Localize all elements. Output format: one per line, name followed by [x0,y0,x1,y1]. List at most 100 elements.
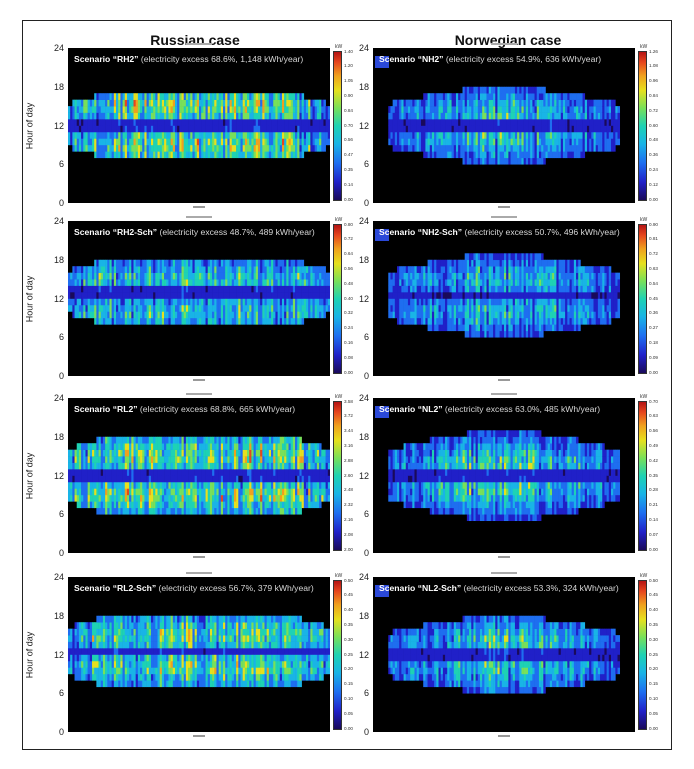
heatmap-cell [314,285,318,293]
heatmap-cell [251,279,254,286]
heatmap-cell [414,112,417,120]
heatmap-cell [137,494,141,502]
heatmap-cell [107,285,110,293]
heatmap-cell [442,259,446,267]
heatmap-cell [497,304,500,312]
heatmap-cell [179,151,182,159]
heatmap-cell [586,112,590,120]
heatmap-cell [196,298,200,306]
heatmap-cell [490,125,494,133]
heatmap-cell [207,279,211,286]
heatmap-cell [83,272,86,280]
heatmap-cell [606,285,610,293]
heatmap-cell [591,119,594,126]
heatmap-cell [436,125,439,133]
heatmap-cell [98,285,102,293]
heatmap-cell [229,266,233,273]
heatmap-cell [227,131,230,139]
heatmap-cell [488,317,492,325]
heatmap-cell [488,311,492,319]
heatmap-cell [310,285,313,293]
heatmap-cell [584,304,588,312]
heatmap-cell [438,298,441,306]
heatmap-cell [137,501,141,509]
heatmap-cell [453,106,457,113]
heatmap-cell [74,481,78,489]
heatmap-cell [410,285,413,293]
heatmap-cell [517,272,520,280]
heatmap-cell [72,266,75,273]
heatmap-cell [266,138,270,146]
heatmap-cell [100,259,104,267]
heatmap-cell [262,112,265,120]
heatmap-cell [440,272,444,280]
heatmap-cell [316,298,320,306]
heatmap-cell [440,311,444,319]
heatmap-cell [501,253,505,261]
heatmap-cell [586,317,590,325]
heatmap-cell [126,507,130,515]
heatmap-cell [120,99,123,107]
heatmap-cell [74,279,78,286]
heatmap-cell [227,125,230,133]
heatmap-cell [74,266,78,273]
heatmap-cell [288,298,291,306]
heatmap-cell [155,317,158,325]
heatmap-cell [506,112,509,120]
heatmap-cell [279,317,283,325]
heatmap-cell [462,292,465,299]
heatmap-cell [321,266,324,273]
heatmap-cell [303,99,307,107]
heatmap-cell [455,317,459,325]
heatmap-cell [85,285,88,293]
heatmap-cell [554,106,557,113]
heatmap-cell [199,151,202,159]
heatmap-cell [205,93,209,100]
heatmap-cell [271,272,274,280]
heatmap-cell [517,259,520,267]
heatmap-cell [142,462,145,470]
heatmap-cell [124,106,128,113]
heatmap-cell [238,106,241,113]
heatmap-cell [249,138,252,146]
heatmap-cell [617,285,621,293]
heatmap-cell [591,138,594,146]
heatmap-cell [528,86,531,94]
heatmap-cell [484,279,487,286]
heatmap-cell [109,436,112,444]
heatmap-cell [543,324,546,332]
colorbar-tick-label: 0.70 [344,122,353,128]
heatmap-cell [225,298,228,306]
heatmap-cell [449,317,452,325]
heatmap-cell [573,311,577,319]
heatmap-cell [94,131,97,139]
heatmap-cell [124,475,128,483]
heatmap-cell [166,125,169,133]
heatmap-cell [530,138,533,146]
heatmap-cell [449,298,452,306]
heatmap-cell [223,285,226,293]
heatmap-cell [89,449,93,457]
heatmap-cell [240,144,243,152]
heatmap-cell [534,292,538,299]
heatmap-cell [501,131,505,139]
heatmap-cell [174,311,178,319]
heatmap-cell [447,112,450,120]
heatmap-cell [421,272,424,280]
heatmap-cell [562,119,566,126]
heatmap-cell [164,292,167,299]
heatmap-cell [466,266,470,273]
heatmap-cell [196,99,200,107]
heatmap-cell [418,138,422,146]
heatmap-cell [471,272,474,280]
heatmap-cell [530,131,533,139]
heatmap-cell [255,279,259,286]
heatmap-cell [275,279,278,286]
heatmap-cell [76,456,80,463]
heatmap-cell [571,304,575,312]
heatmap-cell [196,125,200,133]
heatmap-cell [462,112,465,120]
heatmap-cell [140,119,143,126]
heatmap-cell [308,298,311,306]
heatmap-cell [308,304,311,312]
